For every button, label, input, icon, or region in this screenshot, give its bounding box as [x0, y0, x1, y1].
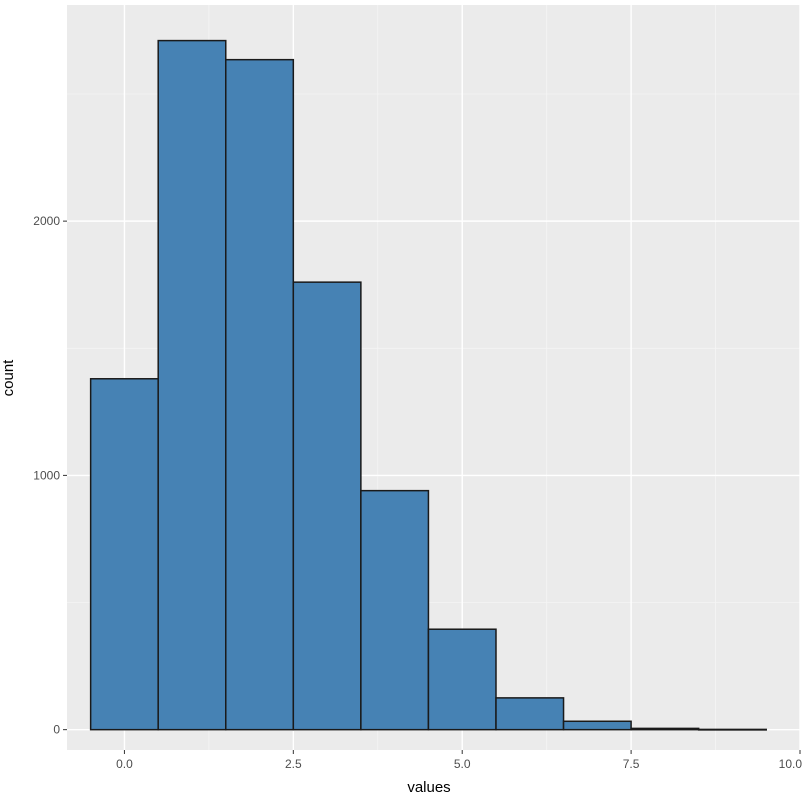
- y-axis-title: count: [0, 359, 17, 397]
- histogram-bar: [225, 58, 295, 731]
- histogram-bar: [697, 728, 767, 731]
- x-axis: 0.0 2.5 5.0 7.5 10.0: [116, 750, 802, 771]
- x-tick-label: 2.5: [285, 757, 302, 771]
- y-tick-label: 0: [53, 723, 60, 737]
- histogram-bar: [562, 720, 632, 731]
- y-tick-label: 1000: [33, 468, 60, 482]
- y-axis: 0 1000 2000: [33, 214, 67, 737]
- histogram-bar: [427, 628, 497, 731]
- histogram-bar: [495, 697, 565, 731]
- x-tick-label: 0.0: [116, 757, 133, 771]
- y-tick-label: 2000: [33, 214, 60, 228]
- histogram-bar: [360, 489, 430, 731]
- histogram-bar: [157, 39, 227, 731]
- histogram-bar: [89, 378, 159, 731]
- x-axis-title: values: [407, 779, 450, 796]
- x-tick-label: 7.5: [623, 757, 640, 771]
- x-tick-label: 10.0: [779, 757, 803, 771]
- histogram-bars: [89, 39, 767, 731]
- histogram-bar: [292, 281, 362, 731]
- x-tick-label: 5.0: [454, 757, 471, 771]
- histogram-bar: [630, 727, 700, 731]
